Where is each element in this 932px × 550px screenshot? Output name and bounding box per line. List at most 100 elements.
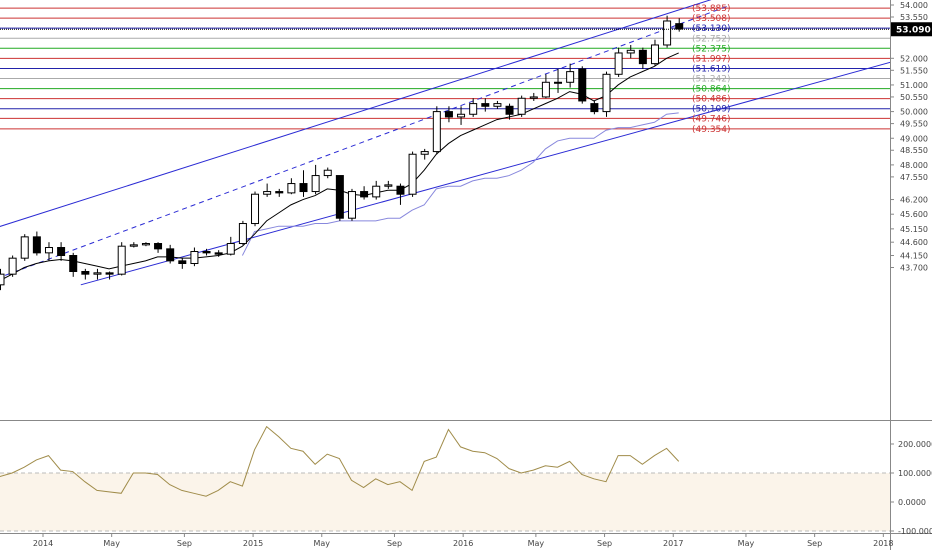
level-label: (53.508) [692, 14, 731, 24]
price-tick-label: 44.600 [900, 238, 928, 247]
candle-body [541, 81, 550, 98]
candle-body [590, 103, 599, 113]
time-tick-label: May [528, 539, 545, 548]
candle [0, 268, 5, 291]
price-tick-label: 45.600 [900, 210, 928, 219]
candle-body [93, 272, 102, 275]
candle-body [299, 183, 308, 193]
candle [566, 63, 575, 88]
current-price-label: 53.090 [896, 25, 931, 35]
candle-body [178, 260, 187, 265]
candle-body [493, 103, 502, 107]
candle-body [226, 243, 235, 255]
level-label: (53.130) [692, 24, 731, 34]
candle [590, 100, 599, 115]
candle-body [287, 183, 296, 194]
price-pane [0, 0, 890, 420]
candle-body [81, 271, 90, 275]
candle [263, 183, 272, 197]
level-label: (52.375) [692, 44, 731, 54]
candle [251, 191, 260, 227]
cloud-line [241, 112, 679, 256]
candle-body [481, 103, 490, 107]
candle [117, 242, 126, 276]
candle [105, 271, 114, 280]
candle [554, 68, 563, 93]
candle-body [626, 49, 635, 54]
candle-body [529, 96, 538, 99]
level-label: (51.619) [692, 64, 731, 74]
price-tick-label: 49.000 [900, 134, 928, 143]
oscillator-tick-label: -100.0000 [898, 527, 932, 536]
time-tick-label: 2014 [33, 539, 53, 548]
candle-body [408, 153, 417, 195]
candle [69, 252, 78, 277]
candle-body [602, 73, 611, 113]
candle-body [105, 272, 114, 275]
candle [650, 39, 659, 67]
candle [141, 242, 150, 247]
candle-body [650, 44, 659, 65]
price-tick-label: 53.550 [900, 13, 928, 22]
level-label: (49.746) [692, 114, 731, 124]
time-tick-label: Sep [387, 539, 402, 548]
channel-midline [0, 5, 728, 278]
current-price-tag [891, 22, 932, 37]
candle [299, 170, 308, 197]
candle [311, 164, 320, 195]
candle-body [566, 71, 575, 83]
candle-body [190, 251, 199, 265]
candle [335, 175, 344, 221]
candle [323, 167, 332, 179]
candle-body [372, 185, 381, 198]
candle [347, 188, 356, 221]
candle [457, 106, 466, 125]
candle-body [384, 184, 393, 187]
oscillator-line [0, 425, 680, 497]
level-label: (52.752) [692, 34, 731, 44]
oscillator-tick-label: 200.0000 [898, 440, 932, 449]
candle-body [214, 252, 223, 255]
candle-body [396, 185, 405, 195]
candle-body [505, 105, 514, 115]
price-tick-label: 50.550 [900, 93, 928, 102]
candle-body [129, 244, 138, 247]
candle [202, 248, 211, 256]
candle-body [20, 236, 29, 259]
candle [372, 180, 381, 200]
level-label: (49.354) [692, 125, 731, 135]
candle [360, 186, 369, 200]
candle-body [457, 113, 466, 118]
candle-body [166, 248, 175, 262]
candle [57, 242, 66, 261]
level-label: (50.109) [692, 105, 731, 115]
channel-line [0, 0, 712, 227]
candle [638, 47, 647, 69]
candle-body [360, 191, 369, 198]
candle-body [517, 97, 526, 115]
candle [481, 98, 490, 112]
candle-body [432, 111, 441, 153]
candle [44, 242, 53, 261]
price-tick-label: 47.550 [900, 173, 928, 182]
candle [675, 18, 684, 32]
time-tick-label: Sep [177, 539, 192, 548]
candle-body [275, 191, 284, 194]
candle [517, 95, 526, 117]
candle-body [335, 175, 344, 219]
candle [20, 234, 29, 261]
candle [614, 47, 623, 77]
candle [396, 183, 405, 205]
candle [32, 231, 41, 256]
candle [408, 151, 417, 197]
candle [214, 250, 223, 257]
candle-body [44, 247, 53, 254]
candle-body [663, 20, 672, 46]
price-tick-label: 46.200 [900, 196, 928, 205]
candle [541, 74, 550, 99]
channel-line [80, 61, 890, 286]
candle [444, 106, 453, 123]
candle [602, 71, 611, 117]
price-tick-label: 48.550 [900, 146, 928, 155]
candle-body [202, 251, 211, 254]
